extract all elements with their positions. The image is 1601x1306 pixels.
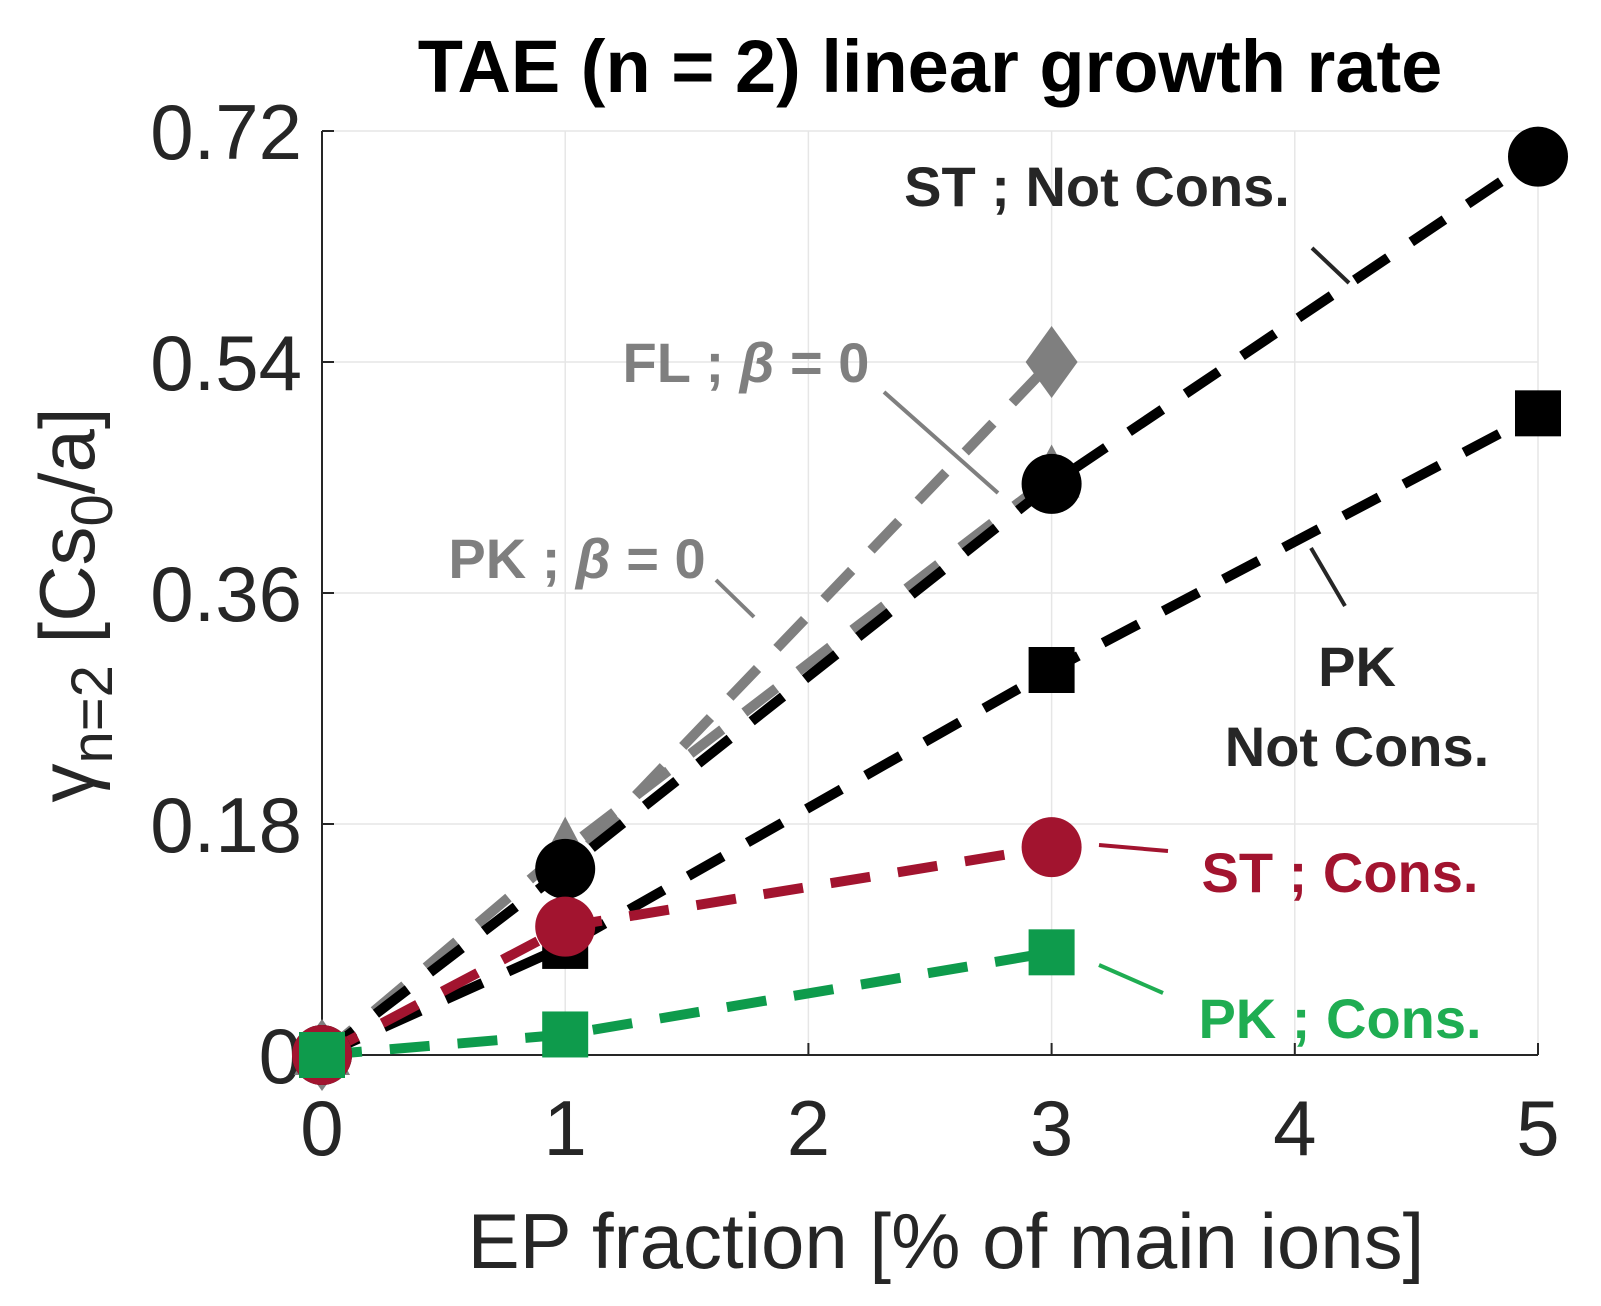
y-axis-label: γn=2 [Cs0/a] <box>23 407 125 802</box>
leader-st-cons <box>1098 843 1169 853</box>
series-line-2 <box>318 152 1541 1059</box>
series-3-point-2 <box>1028 647 1075 693</box>
x-tick-label-1: 1 <box>544 1084 587 1172</box>
leader-pk-beta0 <box>714 578 756 619</box>
y-axis-label-base: γ <box>23 764 111 803</box>
annotation-st-cons: ST ; Cons. <box>1202 841 1479 904</box>
series-2-point-1 <box>535 838 596 899</box>
annotation-pk-beta0-prefix: PK ; <box>448 527 576 590</box>
annotation-pk-not-cons-line1: PK <box>1318 635 1396 698</box>
y-tick-label-2: 0.36 <box>150 550 302 638</box>
series-line-1 <box>318 473 1055 1059</box>
annotation-fl-beta0-symbol: β <box>738 331 775 394</box>
series-4-point-1 <box>535 896 596 957</box>
leader-st-not-cons <box>1310 246 1351 285</box>
annotation-st-not-cons: ST ; Not Cons. <box>904 155 1290 218</box>
x-tick-label-4: 4 <box>1273 1084 1316 1172</box>
x-tick-label-5: 5 <box>1516 1084 1559 1172</box>
y-axis-label-sub: n=2 <box>60 665 125 763</box>
series-group <box>292 126 1568 1091</box>
plot-area <box>322 131 1570 1080</box>
series-line-3 <box>319 408 1541 1060</box>
series-line-5 <box>321 947 1053 1060</box>
series-5-point-0 <box>299 1032 345 1078</box>
annotation-pk-beta0-symbol: β <box>574 527 611 590</box>
annotation-fl-beta0-prefix: FL ; <box>623 331 740 394</box>
series-2-point-2 <box>1021 453 1082 514</box>
annotation-pk-beta0: PK ; β = 0 <box>448 527 705 590</box>
x-tick-label-3: 3 <box>1030 1084 1073 1172</box>
series-0-point-2 <box>1025 326 1078 398</box>
x-tick-label-2: 2 <box>787 1084 830 1172</box>
leader-pk-cons <box>1098 963 1164 995</box>
series-3-point-3 <box>1515 390 1561 437</box>
annotation-pk-beta0-suffix: = 0 <box>611 527 706 590</box>
annotation-fl-beta0-suffix: = 0 <box>774 331 869 394</box>
y-axis-label-tail: /a] <box>23 407 111 494</box>
series-5-point-2 <box>1028 929 1075 976</box>
annotation-leader-lines <box>714 246 1351 995</box>
x-tick-labels: 0 1 2 3 4 5 <box>300 1084 1559 1172</box>
series-4-point-2 <box>1021 817 1082 878</box>
y-tick-label-3: 0.54 <box>150 319 302 407</box>
annotation-pk-cons: PK ; Cons. <box>1198 987 1481 1050</box>
annotation-pk-not-cons-line2: Not Cons. <box>1225 715 1489 778</box>
y-axis-label-rest-sub: 0 <box>60 494 125 526</box>
x-tick-label-0: 0 <box>300 1084 343 1172</box>
series-2-point-3 <box>1508 126 1568 187</box>
leader-pk-not-cons <box>1309 546 1347 608</box>
y-tick-labels: 00.180.360.540.72 <box>150 88 302 1100</box>
x-axis-label: EP fraction [% of main ions] <box>468 1197 1425 1285</box>
y-tick-label-4: 0.72 <box>150 88 302 176</box>
y-tick-label-1: 0.18 <box>150 781 302 869</box>
y-axis-label-rest: [Cs <box>23 526 111 665</box>
chart-title: TAE (n = 2) linear growth rate <box>418 25 1443 108</box>
annotation-fl-beta0: FL ; β = 0 <box>623 331 870 394</box>
series-5-point-1 <box>542 1011 589 1058</box>
leader-fl-beta0 <box>882 390 1000 495</box>
